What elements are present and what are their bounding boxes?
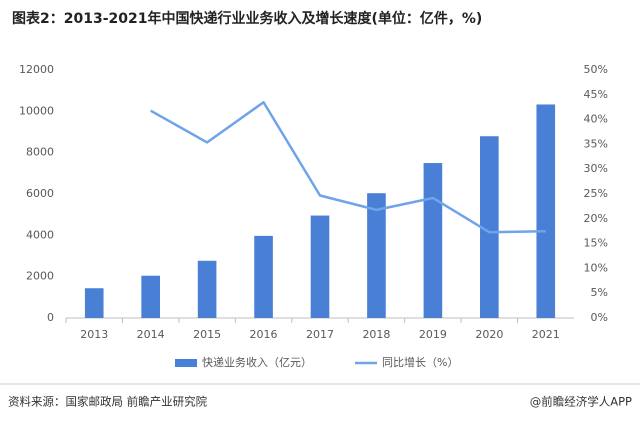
bar <box>480 136 499 318</box>
x-tick-label: 2014 <box>137 328 165 341</box>
legend-label: 快递业务收入（亿元） <box>202 355 312 369</box>
y-tick-label: 0 <box>47 311 54 324</box>
y2-tick-label: 10% <box>584 261 608 274</box>
y-tick-label: 8000 <box>26 146 54 159</box>
legend-label: 同比增长（%） <box>382 355 458 369</box>
bar <box>423 163 443 318</box>
x-tick-label: 2013 <box>80 328 108 341</box>
x-tick-label: 2016 <box>250 328 278 341</box>
y2-tick-label: 20% <box>584 212 608 225</box>
bar <box>197 260 217 318</box>
y2-tick-label: 5% <box>591 286 608 299</box>
y-tick-label: 4000 <box>26 228 54 241</box>
bar <box>310 215 330 318</box>
x-tick-label: 2021 <box>532 328 560 341</box>
y2-tick-label: 25% <box>584 187 608 200</box>
x-tick-label: 2020 <box>475 328 503 341</box>
line <box>150 100 546 234</box>
y-tick-label: 6000 <box>26 187 54 200</box>
x-tick-label: 2017 <box>306 328 334 341</box>
bar <box>536 104 556 318</box>
y2-tick-label: 45% <box>584 88 608 101</box>
legend-swatch <box>175 359 197 367</box>
bar <box>367 193 386 318</box>
y2-tick-label: 35% <box>584 137 608 150</box>
y-tick-label: 10000 <box>19 104 54 117</box>
watermark: @前瞻经济学人APP <box>530 395 632 409</box>
x-tick-label: 2015 <box>193 328 221 341</box>
x-tick-label: 2019 <box>419 328 447 341</box>
y-tick-label: 12000 <box>19 63 54 76</box>
bar <box>254 235 273 318</box>
y2-tick-label: 40% <box>584 113 608 126</box>
y2-tick-label: 15% <box>584 237 608 250</box>
y2-tick-label: 30% <box>584 162 608 175</box>
bar <box>84 288 104 318</box>
y2-tick-label: 0% <box>591 311 608 324</box>
y2-tick-label: 50% <box>584 63 608 76</box>
chart-title: 图表2：2013-2021年中国快递行业业务收入及增长速度(单位：亿件，%) <box>12 10 482 27</box>
y-tick-label: 2000 <box>26 270 54 283</box>
source: 资料来源：国家邮政局 前瞻产业研究院 <box>8 395 208 409</box>
x-tick-label: 2018 <box>362 328 390 341</box>
bar <box>141 275 160 318</box>
